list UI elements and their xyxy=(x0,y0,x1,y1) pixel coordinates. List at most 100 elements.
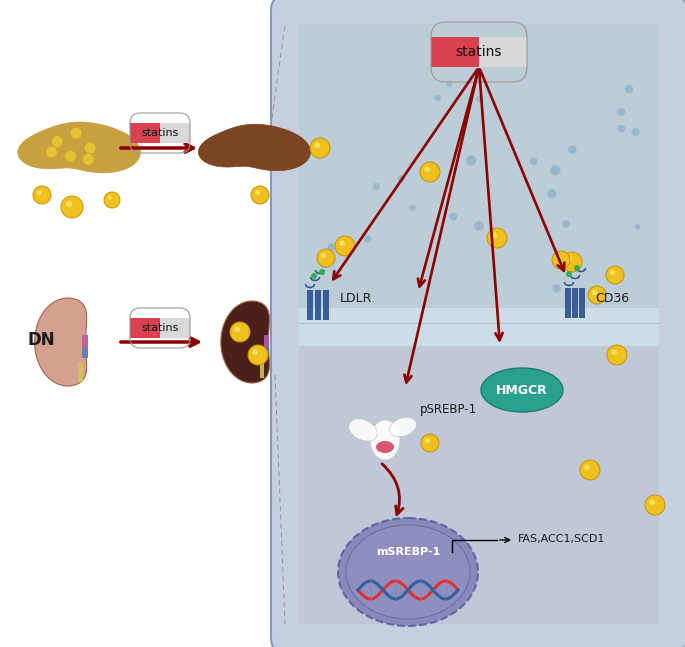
Circle shape xyxy=(71,127,82,139)
Wedge shape xyxy=(130,123,140,143)
Circle shape xyxy=(364,235,371,243)
Circle shape xyxy=(409,204,416,211)
Bar xyxy=(82,348,88,358)
Circle shape xyxy=(251,186,269,204)
Circle shape xyxy=(556,255,561,260)
Circle shape xyxy=(234,326,240,332)
Circle shape xyxy=(335,236,355,256)
Wedge shape xyxy=(130,318,140,338)
Circle shape xyxy=(632,128,640,137)
Wedge shape xyxy=(180,123,190,143)
Circle shape xyxy=(33,186,51,204)
Circle shape xyxy=(618,125,625,133)
Bar xyxy=(307,290,313,320)
Circle shape xyxy=(562,252,582,272)
Circle shape xyxy=(612,349,617,355)
Circle shape xyxy=(230,322,250,342)
Circle shape xyxy=(606,266,624,284)
Bar xyxy=(260,360,264,378)
Circle shape xyxy=(580,460,600,480)
Circle shape xyxy=(550,165,560,175)
Circle shape xyxy=(635,224,640,230)
Circle shape xyxy=(373,183,380,190)
Circle shape xyxy=(566,271,572,277)
Text: mSREBP-1: mSREBP-1 xyxy=(376,547,440,557)
Circle shape xyxy=(421,434,439,452)
Circle shape xyxy=(317,249,335,267)
Text: DN: DN xyxy=(28,331,55,349)
Circle shape xyxy=(420,162,440,182)
Bar xyxy=(264,335,269,348)
Circle shape xyxy=(248,345,268,365)
Ellipse shape xyxy=(346,525,470,619)
Ellipse shape xyxy=(390,417,416,437)
Circle shape xyxy=(434,94,441,101)
Bar xyxy=(315,290,321,320)
Wedge shape xyxy=(180,318,190,338)
Circle shape xyxy=(37,190,42,195)
Circle shape xyxy=(617,108,625,116)
Bar xyxy=(160,123,190,143)
Circle shape xyxy=(574,265,580,271)
Circle shape xyxy=(487,228,507,248)
Circle shape xyxy=(339,241,345,246)
Circle shape xyxy=(562,220,570,228)
Circle shape xyxy=(474,221,484,231)
Circle shape xyxy=(321,253,326,258)
Circle shape xyxy=(566,256,572,262)
Bar xyxy=(78,362,83,382)
Circle shape xyxy=(66,201,72,207)
Circle shape xyxy=(46,146,58,158)
Bar xyxy=(479,37,527,67)
Ellipse shape xyxy=(481,368,563,412)
Circle shape xyxy=(319,269,325,275)
Circle shape xyxy=(607,345,627,365)
Ellipse shape xyxy=(349,419,377,441)
Circle shape xyxy=(592,290,597,295)
Circle shape xyxy=(51,136,63,147)
Text: pSREBP-1: pSREBP-1 xyxy=(420,403,477,416)
Bar xyxy=(299,24,659,308)
Text: HMGCR: HMGCR xyxy=(496,384,548,397)
Circle shape xyxy=(314,142,320,148)
Ellipse shape xyxy=(370,420,400,460)
Text: CD36: CD36 xyxy=(595,292,629,305)
Circle shape xyxy=(252,349,258,355)
Circle shape xyxy=(83,154,94,165)
Text: LDLR: LDLR xyxy=(340,292,373,305)
Circle shape xyxy=(569,146,577,154)
Circle shape xyxy=(449,212,458,221)
Bar xyxy=(82,335,88,349)
Polygon shape xyxy=(18,122,140,173)
Circle shape xyxy=(108,195,112,200)
Bar xyxy=(264,347,269,356)
Circle shape xyxy=(491,232,497,238)
Bar xyxy=(299,346,659,624)
Circle shape xyxy=(645,495,665,515)
Circle shape xyxy=(447,82,452,87)
Ellipse shape xyxy=(376,441,394,453)
Bar xyxy=(323,290,329,320)
Circle shape xyxy=(610,270,615,275)
Circle shape xyxy=(64,151,76,162)
Circle shape xyxy=(584,465,590,470)
Bar xyxy=(130,123,160,143)
Circle shape xyxy=(649,499,655,505)
Text: statins: statins xyxy=(141,323,179,333)
Bar xyxy=(130,318,160,338)
Text: statins: statins xyxy=(141,128,179,138)
Circle shape xyxy=(397,175,405,182)
Circle shape xyxy=(310,138,330,158)
Polygon shape xyxy=(34,298,87,386)
Circle shape xyxy=(311,273,317,279)
Polygon shape xyxy=(221,301,269,383)
Circle shape xyxy=(476,96,483,102)
Circle shape xyxy=(588,286,606,304)
Circle shape xyxy=(530,157,538,165)
Circle shape xyxy=(547,189,556,198)
Circle shape xyxy=(84,142,96,154)
FancyBboxPatch shape xyxy=(271,0,685,647)
Circle shape xyxy=(104,192,120,208)
Circle shape xyxy=(255,190,260,195)
Text: statins: statins xyxy=(456,45,502,59)
